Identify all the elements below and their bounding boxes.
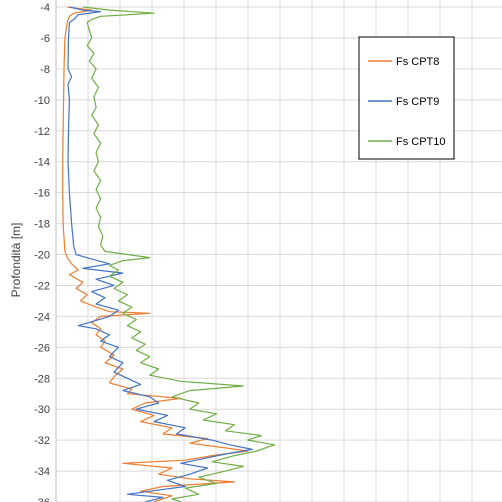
legend-label: Fs CPT8 [396, 56, 439, 68]
series-line-fs-cpt8 [62, 6, 249, 502]
y-tick-label: -12 [34, 126, 50, 138]
legend-label: Fs CPT9 [396, 96, 439, 108]
y-tick-label: -26 [34, 342, 50, 354]
y-tick-label: -10 [34, 95, 50, 107]
y-tick-label: -14 [34, 157, 50, 169]
y-tick-labels: -4 -6 -8 -10 -12 -14 -16 -18 -20 -22 -24 -26 -28 -30 -… [34, 2, 50, 502]
y-tick-label: -28 [34, 373, 50, 385]
y-tick-label: -24 [34, 311, 50, 323]
y-tick-label: -20 [34, 250, 50, 262]
y-tick-label: -4 [40, 2, 50, 14]
y-tick-label: -6 [40, 33, 50, 45]
series-line-fs-cpt10 [82, 6, 276, 502]
series-lines [62, 6, 276, 502]
y-axis-title: Profondità [m] [9, 223, 23, 298]
legend-label: Fs CPT10 [396, 136, 446, 148]
legend: Fs CPT8 Fs CPT9 Fs CPT10 [358, 36, 455, 160]
y-tick-label: -16 [34, 188, 50, 200]
y-tick-label: -32 [34, 435, 50, 447]
y-tick-label: -30 [34, 404, 50, 416]
y-tick-label: -36 [34, 497, 50, 502]
series-line-fs-cpt9 [67, 6, 253, 502]
y-tick-label: -8 [40, 64, 50, 76]
y-tick-label: -34 [34, 466, 50, 478]
legend-box [358, 36, 455, 160]
y-tick-label: -18 [34, 219, 50, 231]
y-tick-label: -22 [34, 280, 50, 292]
